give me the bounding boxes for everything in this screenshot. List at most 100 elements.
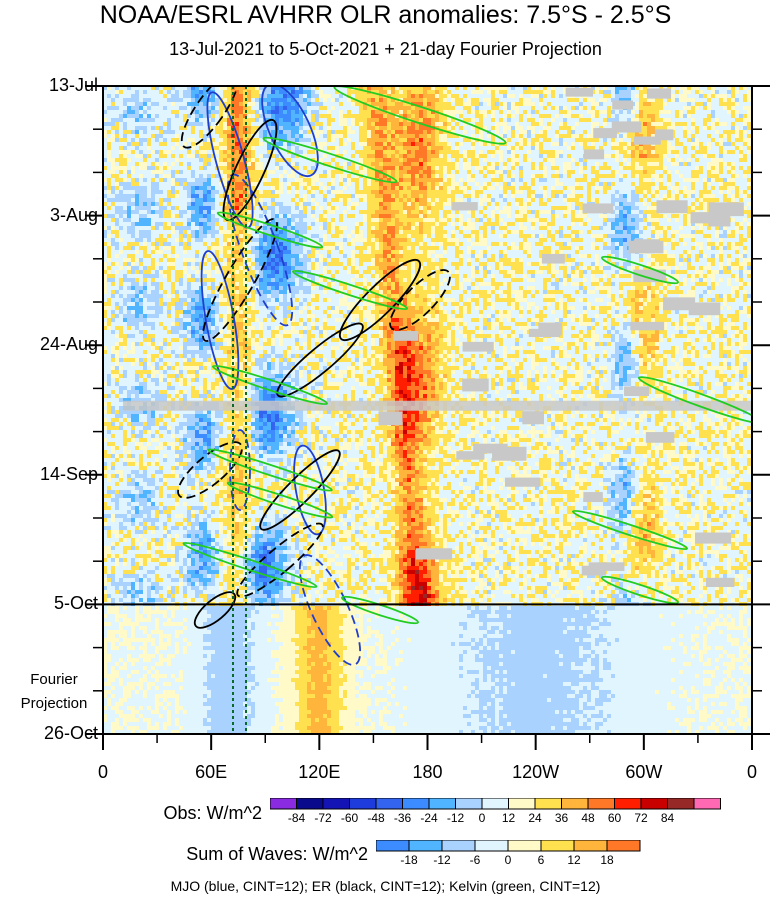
field-cell <box>583 114 588 119</box>
field-cell <box>679 178 684 183</box>
field-cell <box>175 158 180 163</box>
field-cell <box>235 198 240 203</box>
field-cell <box>499 178 504 183</box>
field-cell <box>431 190 436 195</box>
field-cell <box>227 150 232 155</box>
field-cell <box>123 190 128 195</box>
field-cell <box>135 182 140 187</box>
field-cell <box>495 102 500 107</box>
field-cell <box>731 162 736 167</box>
field-cell <box>707 186 712 191</box>
field-cell <box>415 122 420 127</box>
field-cell <box>591 186 596 191</box>
field-cell <box>155 154 160 159</box>
field-cell <box>207 158 212 163</box>
field-cell <box>459 174 464 179</box>
field-cell <box>719 102 724 107</box>
field-cell <box>439 114 444 119</box>
field-cell <box>303 118 308 123</box>
field-cell <box>719 194 724 199</box>
field-cell <box>235 150 240 155</box>
field-cell <box>719 90 724 95</box>
field-cell <box>447 134 452 139</box>
field-cell <box>263 122 268 127</box>
field-cell <box>443 114 448 119</box>
field-cell <box>619 186 624 191</box>
field-cell <box>683 122 688 127</box>
field-cell <box>103 138 108 143</box>
field-cell <box>571 186 576 191</box>
field-cell <box>331 170 336 175</box>
field-cell <box>731 182 736 187</box>
field-cell <box>275 194 280 199</box>
field-cell <box>511 90 516 95</box>
field-cell <box>271 202 276 207</box>
field-cell <box>391 118 396 123</box>
field-cell <box>423 166 428 171</box>
field-cell <box>403 86 408 91</box>
field-cell <box>167 170 172 175</box>
field-cell <box>175 106 180 111</box>
field-cell <box>183 102 188 107</box>
field-cell <box>299 86 304 91</box>
field-cell <box>279 142 284 147</box>
field-cell <box>171 162 176 167</box>
field-cell <box>471 198 476 203</box>
field-cell <box>119 134 124 139</box>
field-cell <box>387 170 392 175</box>
field-cell <box>143 202 148 207</box>
field-cell <box>555 110 560 115</box>
field-cell <box>575 178 580 183</box>
field-cell <box>591 122 596 127</box>
field-cell <box>147 114 152 119</box>
field-cell <box>367 126 372 131</box>
field-cell <box>479 186 484 191</box>
field-cell <box>387 202 392 207</box>
field-cell <box>415 138 420 143</box>
field-cell <box>311 182 316 187</box>
field-cell <box>119 198 124 203</box>
field-cell <box>211 106 216 111</box>
field-cell <box>395 206 400 211</box>
field-cell <box>635 94 640 99</box>
field-cell <box>287 130 292 135</box>
field-cell <box>123 98 128 103</box>
field-cell <box>743 126 748 131</box>
field-cell <box>291 170 296 175</box>
field-cell <box>159 186 164 191</box>
field-cell <box>439 178 444 183</box>
field-cell <box>587 130 592 135</box>
field-cell <box>411 126 416 131</box>
field-cell <box>443 98 448 103</box>
field-cell <box>695 186 700 191</box>
field-cell <box>231 130 236 135</box>
field-cell <box>431 110 436 115</box>
field-cell <box>299 150 304 155</box>
field-cell <box>607 90 612 95</box>
field-cell <box>159 130 164 135</box>
field-cell <box>207 166 212 171</box>
field-cell <box>579 154 584 159</box>
field-cell <box>547 194 552 199</box>
field-cell <box>399 110 404 115</box>
field-cell <box>267 142 272 147</box>
field-cell <box>495 182 500 187</box>
field-cell <box>587 118 592 123</box>
field-cell <box>243 94 248 99</box>
field-cell <box>347 142 352 147</box>
field-cell <box>711 166 716 171</box>
field-cell <box>363 170 368 175</box>
field-cell <box>251 110 256 115</box>
field-cell <box>647 118 652 123</box>
field-cell <box>555 102 560 107</box>
field-cell <box>171 90 176 95</box>
field-cell <box>331 162 336 167</box>
field-cell <box>647 166 652 171</box>
field-cell <box>495 154 500 159</box>
field-cell <box>135 158 140 163</box>
field-cell <box>487 178 492 183</box>
field-cell <box>335 198 340 203</box>
field-cell <box>319 122 324 127</box>
field-cell <box>407 162 412 167</box>
field-cell <box>319 174 324 179</box>
